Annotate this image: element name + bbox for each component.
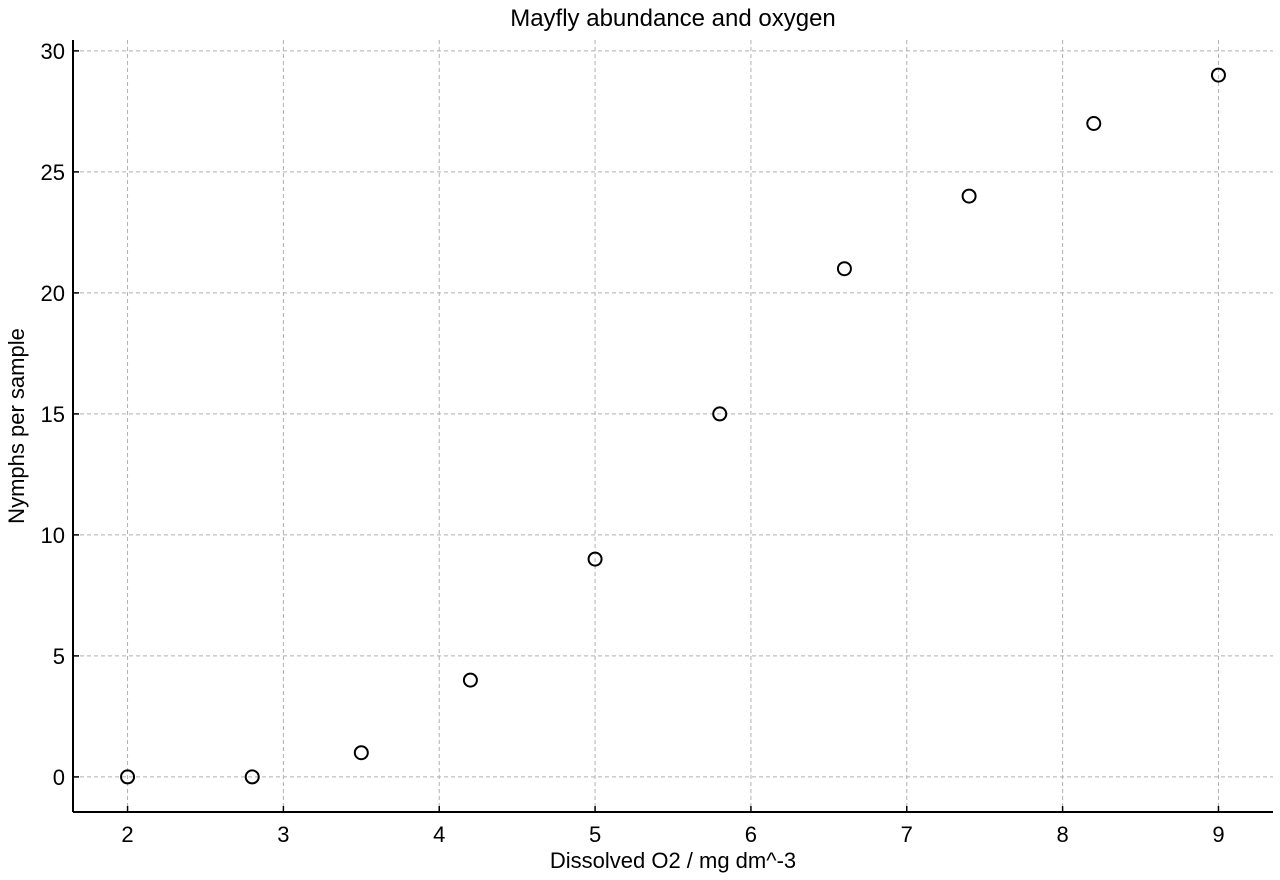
axes — [72, 40, 1273, 813]
y-tick-label-4: 20 — [41, 281, 65, 306]
grid — [73, 40, 1273, 812]
y-tick-label-2: 10 — [41, 523, 65, 548]
y-axis-label: Nymphs per sample — [4, 328, 29, 524]
y-tick-label-0: 0 — [53, 765, 65, 790]
data-point-2 — [353, 745, 369, 761]
y-tick-label-1: 5 — [53, 644, 65, 669]
x-tick-label-6: 8 — [1056, 822, 1068, 847]
y-tick-label-6: 30 — [41, 39, 65, 64]
data-point-4 — [587, 551, 603, 567]
data-point-6 — [836, 261, 852, 277]
x-tick-label-4: 6 — [745, 822, 757, 847]
data-point-8 — [1086, 115, 1102, 131]
x-tick-label-3: 5 — [589, 822, 601, 847]
y-tick-label-5: 25 — [41, 160, 65, 185]
data-point-5 — [712, 406, 728, 422]
x-tick-label-7: 9 — [1212, 822, 1224, 847]
data-point-0 — [120, 769, 136, 785]
x-tick-label-5: 7 — [901, 822, 913, 847]
chart-title: Mayfly abundance and oxygen — [510, 5, 836, 32]
y-tick-label-3: 15 — [41, 402, 65, 427]
data-point-7 — [961, 188, 977, 204]
data-points — [120, 67, 1226, 785]
ticks: 2 3 4 5 6 7 8 9 0 5 10 15 20 25 30 — [41, 39, 1225, 847]
x-axis-label: Dissolved O2 / mg dm^-3 — [550, 848, 796, 873]
x-tick-label-2: 4 — [433, 822, 445, 847]
x-tick-label-0: 2 — [121, 822, 133, 847]
data-point-1 — [244, 769, 260, 785]
data-point-3 — [462, 672, 478, 688]
data-point-9 — [1210, 67, 1226, 83]
x-tick-label-1: 3 — [277, 822, 289, 847]
